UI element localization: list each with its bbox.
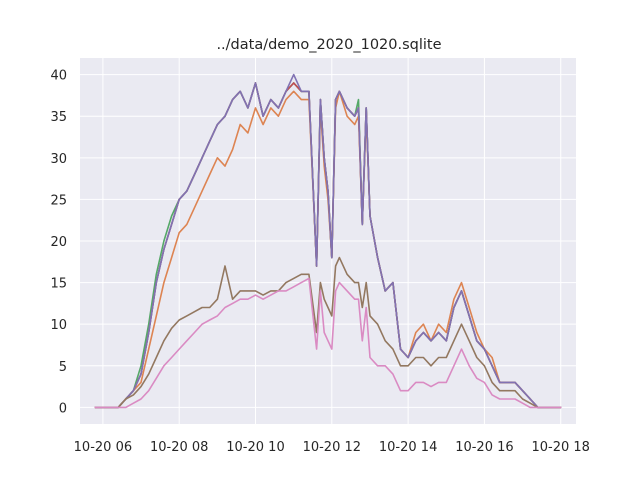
x-tick-label: 10-20 16: [455, 440, 513, 455]
y-tick-label: 35: [50, 110, 67, 125]
x-tick-label: 10-20 06: [74, 440, 132, 455]
y-tick-label: 30: [50, 152, 67, 167]
grid: [80, 58, 576, 424]
x-tick-label: 10-20 10: [226, 440, 284, 455]
y-tick-label: 15: [50, 277, 67, 292]
x-tick-label: 10-20 12: [303, 440, 361, 455]
y-tick-label: 25: [50, 193, 67, 208]
y-axis: 0 5 10 15 20 25 30 35 40: [50, 69, 67, 417]
y-tick-label: 10: [50, 318, 67, 333]
x-tick-label: 10-20 14: [379, 440, 437, 455]
chart-title: ../data/demo_2020_1020.sqlite: [216, 37, 441, 53]
y-tick-label: 40: [50, 69, 67, 84]
series-line-7: [94, 277, 562, 409]
series-group: [94, 73, 562, 409]
x-axis: 10-20 06 10-20 08 10-20 10 10-20 12 10-2…: [74, 440, 590, 455]
x-tick-label: 10-20 18: [532, 440, 590, 455]
y-tick-label: 20: [50, 235, 67, 250]
y-tick-label: 5: [59, 360, 67, 375]
series-line-6: [94, 256, 562, 409]
x-tick-label: 10-20 08: [150, 440, 208, 455]
series-line-5: [94, 73, 562, 409]
y-tick-label: 0: [59, 401, 67, 416]
